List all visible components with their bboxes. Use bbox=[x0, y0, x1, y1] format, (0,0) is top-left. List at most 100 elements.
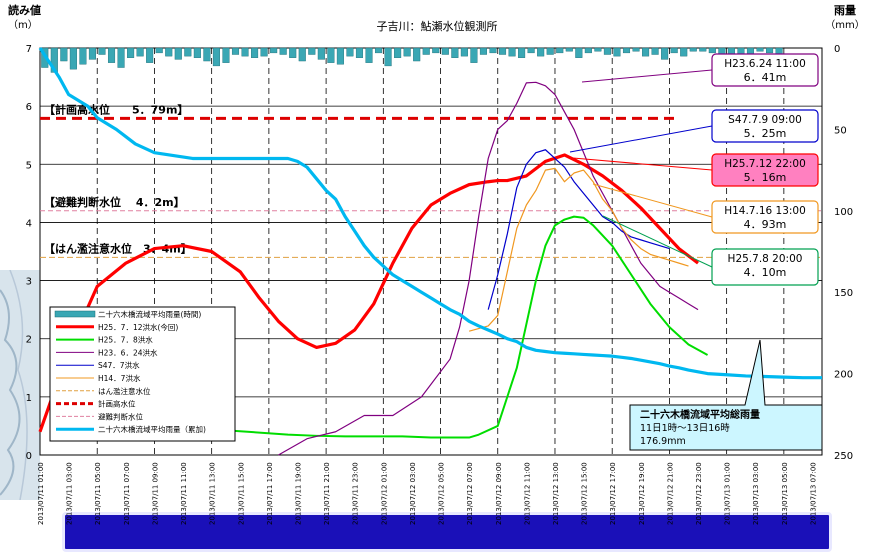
callout-title: 二十六木橋流域平均総雨量 bbox=[640, 408, 760, 421]
rain-bar bbox=[317, 47, 325, 60]
rain-bar bbox=[251, 47, 259, 58]
rain-bar bbox=[279, 47, 287, 55]
callout-box bbox=[629, 339, 823, 451]
rain-bar bbox=[174, 47, 182, 60]
rain-bar bbox=[651, 47, 659, 55]
rain-bar bbox=[584, 47, 592, 54]
x-tick-label: 2013/07/12 07:00 bbox=[466, 462, 474, 525]
y-tick-left: 5 bbox=[26, 160, 32, 171]
x-tick-label: 2013/07/11 01:00 bbox=[37, 462, 45, 525]
annotation-value: 5．25m bbox=[744, 127, 787, 140]
legend-label: H25．7．8洪水 bbox=[98, 335, 153, 345]
rain-bar bbox=[184, 47, 192, 57]
rain-bar bbox=[689, 47, 697, 52]
rain-bar bbox=[546, 47, 554, 55]
rain-bar bbox=[107, 47, 116, 63]
rain-bar bbox=[289, 47, 297, 58]
annotation-box bbox=[711, 200, 819, 234]
callout-amount: 176.9mm bbox=[640, 436, 686, 447]
rain-bar bbox=[394, 47, 402, 58]
x-tick-label: 2013/07/11 19:00 bbox=[294, 462, 302, 525]
annotation-box bbox=[711, 53, 819, 87]
annotation-leader bbox=[581, 69, 713, 83]
x-tick-label: 2013/07/12 01:00 bbox=[380, 462, 388, 525]
annotation-date: H23.6.24 11:00 bbox=[724, 58, 806, 70]
rain-bar bbox=[231, 47, 240, 55]
y-tick-right: 50 bbox=[834, 125, 847, 136]
rain-bar bbox=[527, 47, 535, 54]
rain-bar bbox=[451, 47, 459, 58]
legend-swatch bbox=[54, 310, 96, 318]
rain-bar bbox=[117, 47, 125, 68]
x-tick-label: 2013/07/11 09:00 bbox=[151, 462, 159, 525]
rain-bar bbox=[203, 47, 211, 62]
rain-bar bbox=[680, 47, 688, 57]
legend-label: 二十六木橋流域平均雨量（累加) bbox=[98, 424, 206, 434]
rain-bar bbox=[489, 47, 497, 54]
y-tick-right: 250 bbox=[834, 451, 853, 462]
annotation-date: H25.7.12 22:00 bbox=[724, 158, 806, 170]
rain-bar bbox=[508, 47, 516, 57]
legend-label: はん濫注意水位 bbox=[98, 386, 151, 396]
annotation-box bbox=[711, 248, 819, 286]
annotation-value: 6．41m bbox=[744, 71, 787, 84]
x-tick-label: 2013/07/12 05:00 bbox=[438, 462, 446, 525]
annotation-value: 5．16m bbox=[744, 171, 787, 184]
rain-bar bbox=[575, 47, 583, 58]
rain-bar bbox=[136, 47, 144, 57]
rain-bar bbox=[365, 47, 373, 63]
rain-bar bbox=[565, 47, 573, 52]
annotation-leader bbox=[572, 157, 713, 171]
rain-bar bbox=[88, 47, 96, 60]
series-line bbox=[278, 81, 699, 456]
x-tick-label: 2013/07/11 13:00 bbox=[209, 462, 217, 525]
y-axis-left-unit: （m） bbox=[8, 19, 38, 31]
y-tick-right: 100 bbox=[834, 207, 853, 218]
rain-bar bbox=[403, 47, 411, 57]
rain-bar bbox=[537, 47, 545, 57]
rain-bar bbox=[375, 47, 383, 54]
rain-bar bbox=[699, 47, 707, 52]
y-axis-left-title: 読み値 bbox=[8, 3, 41, 17]
x-tick-label: 2013/07/11 05:00 bbox=[94, 462, 102, 525]
x-tick-label: 2013/07/11 03:00 bbox=[66, 462, 74, 525]
annotation-leader bbox=[569, 125, 713, 153]
y-tick-left: 0 bbox=[26, 451, 32, 462]
rain-bar bbox=[298, 47, 306, 62]
x-tick-label: 2013/07/13 01:00 bbox=[724, 462, 732, 525]
y-tick-right: 200 bbox=[834, 370, 853, 381]
y-tick-left: 3 bbox=[26, 277, 32, 288]
series-line bbox=[38, 153, 699, 433]
annotation-leader bbox=[602, 215, 713, 268]
rain-bar bbox=[193, 47, 201, 58]
rain-bar bbox=[594, 47, 602, 52]
x-tick-label: 2013/07/12 23:00 bbox=[695, 462, 703, 525]
y-tick-right: 0 bbox=[834, 44, 840, 55]
x-tick-label: 2013/07/11 21:00 bbox=[323, 462, 331, 525]
y-axis-right-unit: （mm） bbox=[825, 19, 864, 31]
rain-bar bbox=[327, 47, 335, 63]
reference-label: 【計画高水位 5．79m】 bbox=[44, 102, 188, 116]
x-tick-label: 2013/07/12 13:00 bbox=[552, 462, 560, 525]
x-tick-label: 2013/07/12 11:00 bbox=[523, 462, 531, 525]
annotation-date: H25.7.8 20:00 bbox=[728, 253, 803, 265]
y-tick-left: 6 bbox=[26, 102, 32, 113]
rain-bar bbox=[622, 47, 631, 54]
y-axis-right-title: 雨量 bbox=[834, 4, 856, 17]
series-line bbox=[163, 215, 709, 439]
x-tick-label: 2013/07/11 07:00 bbox=[123, 462, 131, 525]
y-tick-left: 4 bbox=[26, 218, 32, 229]
chart-title: 子吉川：鮎瀬水位観測所 bbox=[377, 19, 498, 33]
x-tick-label: 2013/07/12 03:00 bbox=[409, 462, 417, 525]
rain-bar bbox=[127, 47, 135, 58]
rain-bar bbox=[146, 47, 154, 63]
legend-label: H23．6．24洪水 bbox=[98, 347, 158, 357]
rain-bar bbox=[346, 47, 354, 57]
annotation-date: H14.7.16 13:00 bbox=[724, 205, 806, 217]
rain-bar bbox=[441, 47, 449, 55]
annotation-value: 4．10m bbox=[744, 266, 787, 279]
reference-label: 【はん濫注意水位 3．4m】 bbox=[44, 241, 192, 255]
rain-bar bbox=[460, 47, 468, 57]
